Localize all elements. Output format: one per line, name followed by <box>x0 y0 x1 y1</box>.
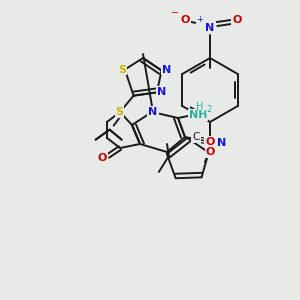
Text: N: N <box>206 23 214 33</box>
Text: +: + <box>196 16 203 25</box>
Text: N: N <box>148 107 158 117</box>
Text: O: O <box>180 15 190 25</box>
Text: S: S <box>118 64 126 74</box>
Text: C: C <box>192 132 200 142</box>
Text: S: S <box>116 107 124 117</box>
Text: O: O <box>97 153 107 163</box>
Text: O: O <box>206 148 215 158</box>
Text: O: O <box>232 15 242 25</box>
Text: N: N <box>157 87 167 98</box>
Text: 2: 2 <box>206 104 211 113</box>
Text: N: N <box>162 64 171 74</box>
Text: NH: NH <box>189 110 207 120</box>
Text: N: N <box>218 138 226 148</box>
Text: −: − <box>171 8 179 18</box>
Text: O: O <box>205 137 215 147</box>
Text: H: H <box>196 102 204 112</box>
